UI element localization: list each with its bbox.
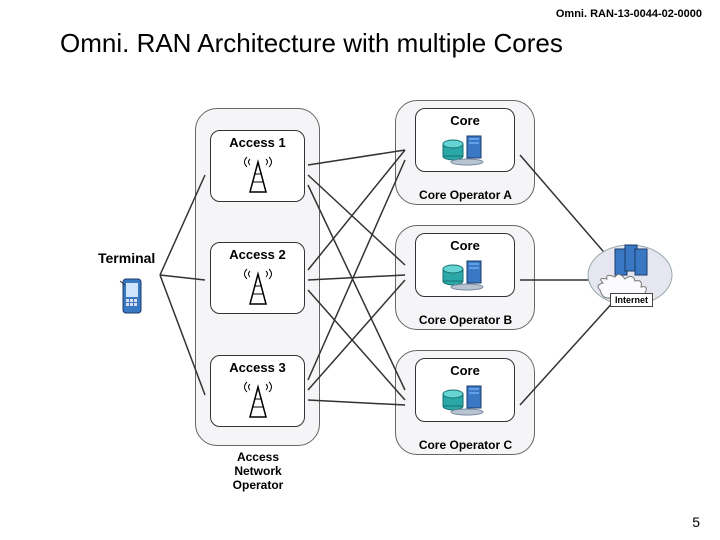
access1-label: Access 1	[211, 131, 304, 150]
core-b-label: Core	[416, 234, 514, 253]
access-group-label: Access Network Operator	[212, 450, 304, 492]
core-c-node: Core	[415, 358, 515, 422]
core-c-group-label: Core Operator C	[408, 438, 523, 452]
terminal-icon	[117, 275, 147, 324]
core-equipment-icon	[437, 380, 493, 421]
core-a-label: Core	[416, 109, 514, 128]
core-b-group-label: Core Operator B	[408, 313, 523, 327]
core-equipment-icon	[437, 130, 493, 171]
core-equipment-icon	[437, 255, 493, 296]
access2-label: Access 2	[211, 243, 304, 262]
access3-node: Access 3	[210, 355, 305, 427]
access1-node: Access 1	[210, 130, 305, 202]
core-a-node: Core	[415, 108, 515, 172]
core-b-node: Core	[415, 233, 515, 297]
core-c-label: Core	[416, 359, 514, 378]
terminal-label: Terminal	[98, 250, 155, 266]
antenna-icon	[237, 377, 279, 419]
core-a-group-label: Core Operator A	[408, 188, 523, 202]
antenna-icon	[237, 264, 279, 306]
access3-label: Access 3	[211, 356, 304, 375]
internet-label: Internet	[610, 293, 653, 307]
access2-node: Access 2	[210, 242, 305, 314]
antenna-icon	[237, 152, 279, 194]
